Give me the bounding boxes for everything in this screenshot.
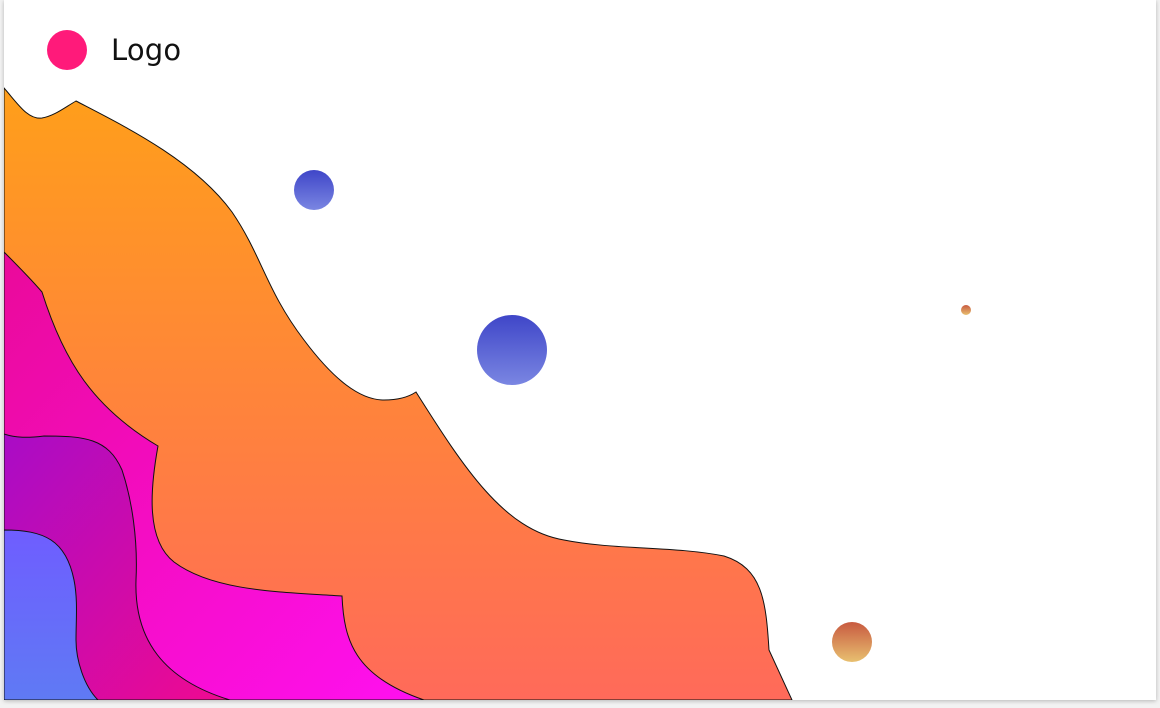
copper-dot: [832, 622, 872, 662]
logo-text[interactable]: Logo: [111, 33, 181, 67]
decorative-background-art: [4, 0, 1156, 700]
circle-logo-icon[interactable]: [47, 30, 87, 70]
landing-canvas: Logo: [4, 0, 1156, 700]
blue-small-dot: [294, 170, 334, 210]
header: Logo: [47, 28, 181, 72]
copper-tiny-dot: [961, 305, 971, 315]
blue-large-dot: [477, 315, 547, 385]
